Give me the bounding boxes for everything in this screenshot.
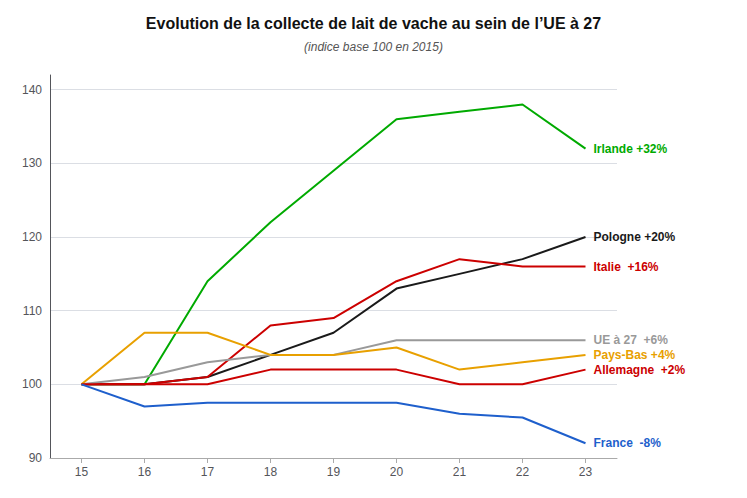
svg-text:(indice base 100 en 2015): (indice base 100 en 2015)	[304, 40, 443, 54]
svg-text:140: 140	[22, 83, 42, 97]
svg-text:16: 16	[138, 465, 152, 479]
svg-text:Italie +16%: Italie +16%	[594, 260, 659, 274]
svg-text:90: 90	[29, 451, 43, 465]
svg-text:Evolution de la collecte de la: Evolution de la collecte de lait de vach…	[146, 15, 601, 32]
svg-text:Irlande +32%: Irlande +32%	[594, 142, 668, 156]
svg-text:110: 110	[23, 304, 42, 318]
svg-text:UE à 27 +6%: UE à 27 +6%	[594, 333, 669, 347]
svg-text:Allemagne +2%: Allemagne +2%	[594, 363, 686, 377]
svg-text:120: 120	[22, 230, 42, 244]
svg-text:18: 18	[264, 465, 278, 479]
svg-text:Pologne +20%: Pologne +20%	[594, 230, 676, 244]
svg-text:130: 130	[22, 156, 42, 170]
svg-text:20: 20	[390, 465, 404, 479]
svg-text:22: 22	[516, 465, 530, 479]
svg-text:Pays-Bas +4%: Pays-Bas +4%	[594, 348, 676, 362]
svg-text:21: 21	[453, 465, 467, 479]
svg-text:23: 23	[579, 465, 593, 479]
svg-text:17: 17	[201, 465, 215, 479]
svg-text:France -8%: France -8%	[594, 436, 662, 450]
svg-text:19: 19	[327, 465, 341, 479]
svg-text:15: 15	[75, 465, 89, 479]
svg-text:100: 100	[22, 377, 42, 391]
